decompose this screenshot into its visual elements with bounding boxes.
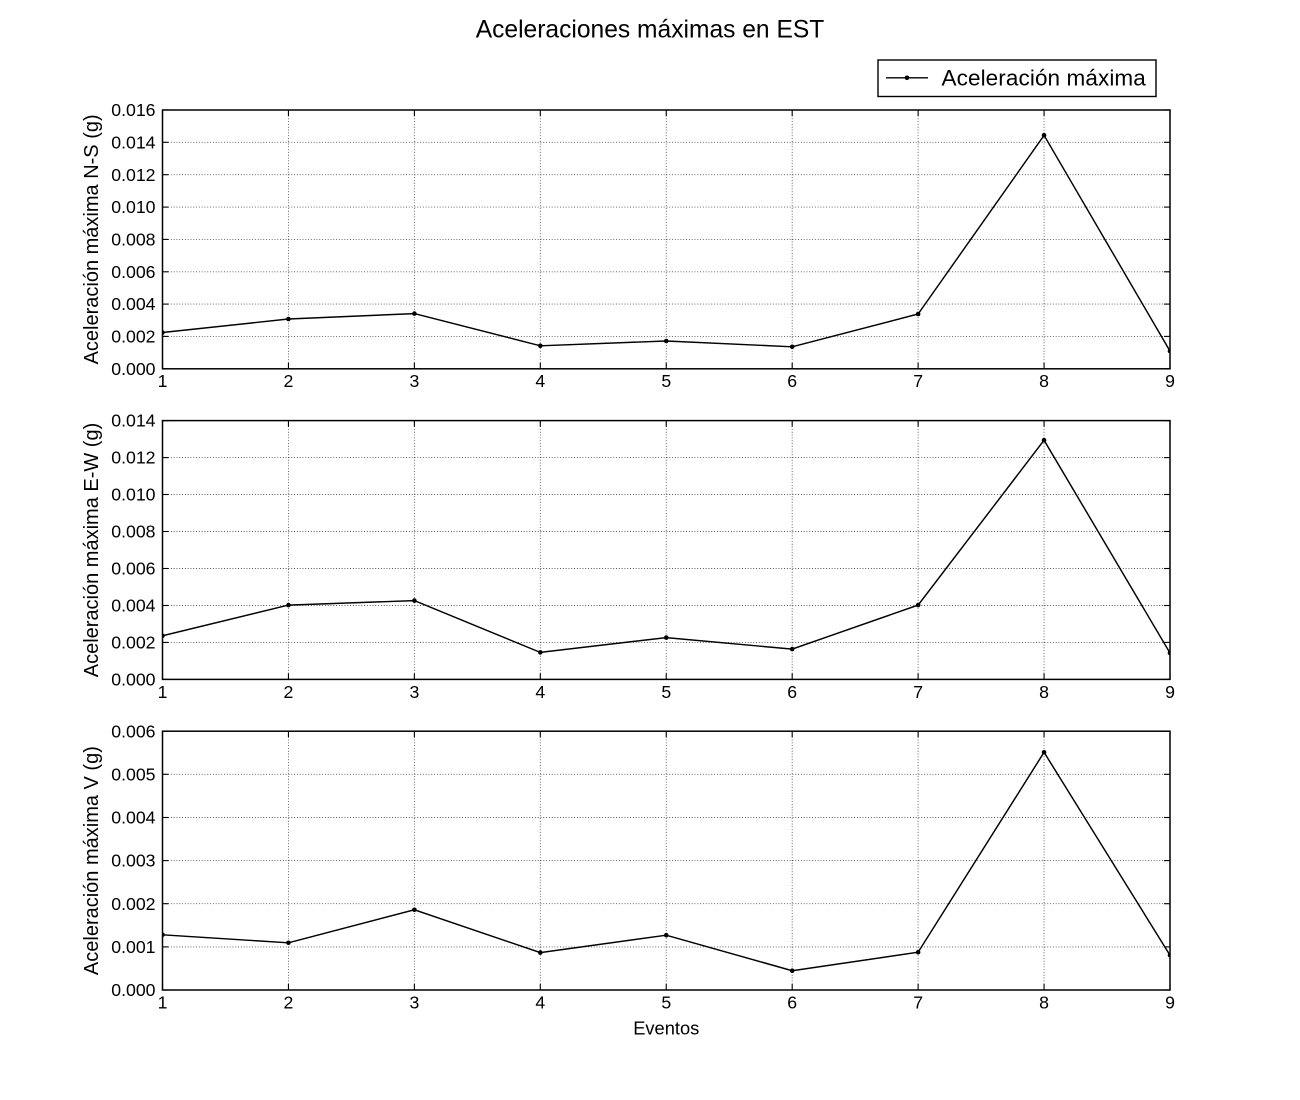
svg-text:6: 6 — [787, 682, 797, 702]
svg-text:5: 5 — [661, 682, 671, 702]
svg-text:8: 8 — [1039, 371, 1049, 391]
svg-text:0.006: 0.006 — [111, 262, 155, 282]
svg-text:8: 8 — [1039, 992, 1049, 1012]
svg-text:0.002: 0.002 — [111, 327, 155, 347]
svg-text:0.014: 0.014 — [111, 411, 155, 431]
svg-text:0.006: 0.006 — [111, 559, 155, 579]
svg-text:7: 7 — [913, 992, 923, 1012]
svg-text:0.004: 0.004 — [111, 808, 155, 828]
svg-text:0.002: 0.002 — [111, 633, 155, 653]
svg-text:0.016: 0.016 — [111, 100, 155, 120]
svg-text:0.012: 0.012 — [111, 165, 155, 185]
svg-text:3: 3 — [409, 992, 419, 1012]
svg-text:1: 1 — [158, 992, 168, 1012]
svg-text:0.008: 0.008 — [111, 230, 155, 250]
svg-text:Eventos: Eventos — [633, 1018, 699, 1039]
svg-text:4: 4 — [535, 371, 545, 391]
svg-text:0.001: 0.001 — [111, 937, 155, 957]
svg-text:Aceleración máxima V (g): Aceleración máxima V (g) — [81, 746, 103, 975]
svg-text:9: 9 — [1165, 371, 1175, 391]
svg-text:3: 3 — [409, 371, 419, 391]
svg-text:1: 1 — [158, 682, 168, 702]
svg-text:5: 5 — [661, 371, 671, 391]
svg-text:2: 2 — [284, 682, 294, 702]
svg-text:0.014: 0.014 — [111, 132, 155, 152]
svg-text:7: 7 — [913, 682, 923, 702]
svg-text:Aceleración máxima: Aceleración máxima — [942, 65, 1147, 90]
svg-text:7: 7 — [913, 371, 923, 391]
svg-text:9: 9 — [1165, 992, 1175, 1012]
svg-text:0.010: 0.010 — [111, 197, 155, 217]
svg-text:0.012: 0.012 — [111, 448, 155, 468]
svg-text:0.002: 0.002 — [111, 894, 155, 914]
svg-text:4: 4 — [535, 682, 545, 702]
svg-text:3: 3 — [409, 682, 419, 702]
svg-text:Aceleraciones máximas en EST: Aceleraciones máximas en EST — [476, 17, 825, 44]
svg-text:0.008: 0.008 — [111, 522, 155, 542]
svg-text:6: 6 — [787, 371, 797, 391]
svg-text:8: 8 — [1039, 682, 1049, 702]
svg-text:6: 6 — [787, 992, 797, 1012]
svg-text:0.005: 0.005 — [111, 764, 155, 784]
svg-text:5: 5 — [661, 992, 671, 1012]
svg-text:0.004: 0.004 — [111, 294, 155, 314]
svg-text:Aceleración máxima N-S (g): Aceleración máxima N-S (g) — [81, 114, 103, 364]
svg-text:Aceleración máxima E-W (g): Aceleración máxima E-W (g) — [81, 423, 103, 678]
svg-text:0.004: 0.004 — [111, 596, 155, 616]
svg-text:0.000: 0.000 — [111, 980, 155, 1000]
svg-text:2: 2 — [284, 992, 294, 1012]
svg-text:4: 4 — [535, 992, 545, 1012]
svg-text:0.003: 0.003 — [111, 851, 155, 871]
svg-text:0.000: 0.000 — [111, 359, 155, 379]
svg-text:2: 2 — [284, 371, 294, 391]
svg-text:1: 1 — [158, 371, 168, 391]
svg-text:0.006: 0.006 — [111, 721, 155, 741]
svg-text:9: 9 — [1165, 682, 1175, 702]
svg-text:0.000: 0.000 — [111, 670, 155, 690]
svg-text:0.010: 0.010 — [111, 485, 155, 505]
